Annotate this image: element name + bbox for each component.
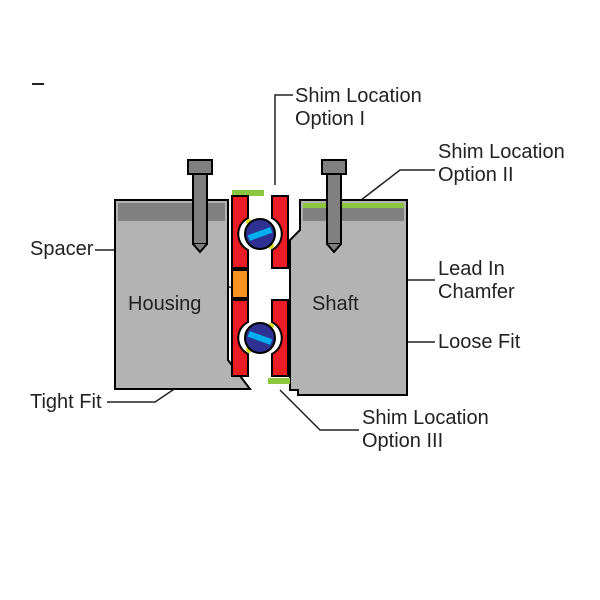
shim1-line1: Shim Location — [295, 85, 422, 107]
tight-fit-text: Tight Fit — [30, 391, 102, 413]
upper-bearing — [232, 196, 288, 268]
lower-bearing — [232, 300, 288, 376]
leadin-line2: Chamfer — [438, 281, 515, 303]
shim-option-2-strip — [303, 203, 404, 208]
shim-option-3-strip — [268, 378, 290, 384]
shim2-line2: Option II — [438, 164, 514, 186]
spacer-text: Spacer — [30, 238, 94, 260]
label-shim-option-2: Shim Location Option II — [352, 141, 565, 207]
bearing-assembly — [232, 190, 290, 384]
shaft-block: Shaft — [290, 200, 407, 395]
shim1-line2: Option I — [295, 108, 365, 130]
shim3-line1: Shim Location — [362, 407, 489, 429]
shim3-line2: Option III — [362, 430, 443, 452]
shim2-line1: Shim Location — [438, 141, 565, 163]
housing-block: Housing — [115, 200, 250, 389]
housing-text: Housing — [128, 293, 201, 315]
leadin-line1: Lead In — [438, 258, 505, 280]
label-shim-option-3: Shim Location Option III — [280, 390, 489, 452]
bearing-diagram: Shim Location Option I Shim Location Opt… — [0, 0, 600, 600]
shaft-text: Shaft — [312, 293, 359, 315]
loose-fit-text: Loose Fit — [438, 331, 521, 353]
spacer-block — [232, 270, 248, 298]
